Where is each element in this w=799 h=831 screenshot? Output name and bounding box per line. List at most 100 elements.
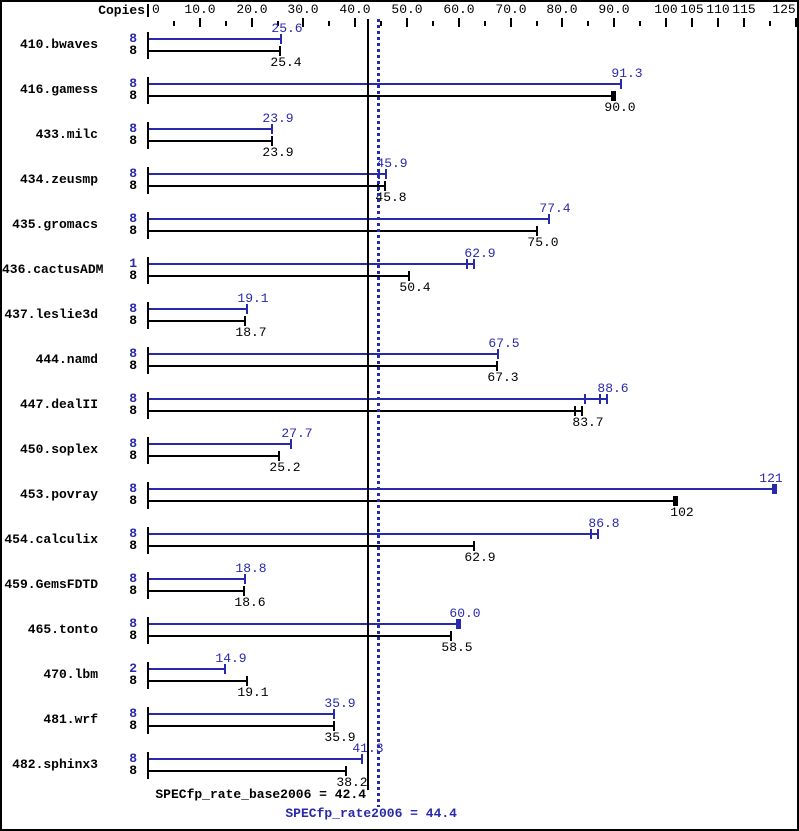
peak-bar-end-tick xyxy=(224,664,226,674)
peak-value-label: 121 xyxy=(759,471,783,486)
peak-summary-label: SPECfp_rate2006 = 44.4 xyxy=(285,806,457,821)
axis-major-tick xyxy=(691,18,693,27)
peak-value-label: 62.9 xyxy=(464,246,496,261)
peak-bar-end-tick xyxy=(246,304,248,314)
base-value-label: 18.7 xyxy=(235,325,267,340)
row-axis-bracket xyxy=(147,77,149,104)
base-copies-label: 8 xyxy=(129,403,137,418)
peak-bar xyxy=(149,758,362,760)
row-axis-bracket xyxy=(147,662,149,689)
peak-value-label: 67.5 xyxy=(488,336,520,351)
axis-minor-tick xyxy=(380,21,382,26)
peak-copies-label: 8 xyxy=(129,436,137,451)
peak-bar-end-tick xyxy=(772,484,777,494)
base-bar-end-tick xyxy=(271,136,273,146)
base-run-tick xyxy=(574,406,576,416)
peak-run-tick xyxy=(590,529,592,539)
peak-copies-label: 8 xyxy=(129,481,137,496)
row-axis-bracket xyxy=(147,752,149,779)
peak-bar xyxy=(149,353,498,355)
benchmark-label: 453.povray xyxy=(19,487,98,502)
axis-tick-label: 30.0 xyxy=(287,2,319,17)
axis-tick-label: 90.0 xyxy=(598,2,630,17)
peak-copies-label: 8 xyxy=(129,391,137,406)
peak-bar-end-tick xyxy=(271,124,273,134)
base-value-label: 58.5 xyxy=(441,640,473,655)
base-bar-end-tick xyxy=(450,631,452,641)
base-copies-label: 8 xyxy=(129,268,137,283)
axis-tick-label: 115 xyxy=(732,2,756,17)
base-copies-label: 8 xyxy=(129,583,137,598)
peak-bar-end-tick xyxy=(620,79,622,89)
base-bar xyxy=(149,590,244,592)
benchmark-label: 416.gamess xyxy=(19,82,98,97)
peak-copies-label: 8 xyxy=(129,301,137,316)
axis-major-tick xyxy=(302,18,304,27)
peak-bar xyxy=(149,128,272,130)
peak-copies-label: 8 xyxy=(129,211,137,226)
row-axis-bracket xyxy=(147,212,149,239)
peak-copies-label: 8 xyxy=(129,346,137,361)
peak-run-tick xyxy=(584,394,586,404)
benchmark-label: 450.soplex xyxy=(19,442,98,457)
benchmark-label: 444.namd xyxy=(35,352,98,367)
copies-column-header: Copies xyxy=(98,3,145,18)
peak-copies-label: 8 xyxy=(129,166,137,181)
axis-minor-tick xyxy=(536,21,538,26)
base-bar-end-tick xyxy=(384,181,386,191)
peak-copies-label: 2 xyxy=(129,661,137,676)
row-axis-bracket xyxy=(147,302,149,329)
base-copies-label: 8 xyxy=(129,223,137,238)
base-bar-end-tick xyxy=(278,451,280,461)
peak-value-label: 27.7 xyxy=(281,426,313,441)
base-bar-end-tick xyxy=(581,406,583,416)
peak-copies-label: 8 xyxy=(129,76,137,91)
peak-copies-label: 8 xyxy=(129,751,137,766)
peak-value-label: 45.9 xyxy=(376,156,408,171)
peak-copies-label: 8 xyxy=(129,121,137,136)
base-value-label: 19.1 xyxy=(237,685,269,700)
base-bar-end-tick xyxy=(673,496,678,506)
peak-bar xyxy=(149,218,549,220)
peak-bar-end-tick xyxy=(290,439,292,449)
axis-major-tick xyxy=(251,18,253,27)
peak-value-label: 88.6 xyxy=(597,381,629,396)
axis-major-tick xyxy=(354,18,356,27)
base-copies-label: 8 xyxy=(129,358,137,373)
axis-major-tick xyxy=(406,18,408,27)
base-copies-label: 8 xyxy=(129,178,137,193)
base-value-label: 62.9 xyxy=(464,550,496,565)
peak-bar-end-tick xyxy=(333,709,335,719)
base-bar xyxy=(149,140,272,142)
base-bar xyxy=(149,500,676,502)
base-summary-label: SPECfp_rate_base2006 = 42.4 xyxy=(155,787,366,802)
benchmark-label: 454.calculix xyxy=(4,532,98,547)
peak-bar-end-tick xyxy=(473,259,475,269)
axis-minor-tick xyxy=(639,21,641,26)
peak-value-label: 19.1 xyxy=(237,291,269,306)
axis-major-tick xyxy=(665,18,667,27)
base-value-label: 83.7 xyxy=(572,415,604,430)
base-value-label: 23.9 xyxy=(262,145,294,160)
base-bar xyxy=(149,545,474,547)
row-axis-bracket xyxy=(147,392,149,419)
benchmark-label: 447.dealII xyxy=(19,397,98,412)
base-copies-label: 8 xyxy=(129,88,137,103)
base-bar-end-tick xyxy=(408,271,410,281)
peak-bar-end-tick xyxy=(244,574,246,584)
axis-minor-tick xyxy=(173,21,175,26)
base-bar-end-tick xyxy=(279,46,281,56)
peak-bar xyxy=(149,713,334,715)
peak-bar-end-tick xyxy=(597,529,599,539)
base-copies-label: 8 xyxy=(129,538,137,553)
benchmark-label: 435.gromacs xyxy=(12,217,98,232)
row-axis-bracket xyxy=(147,482,149,509)
base-bar xyxy=(149,365,497,367)
peak-bar xyxy=(149,38,281,40)
base-bar-end-tick xyxy=(243,586,245,596)
peak-bar xyxy=(149,533,598,535)
axis-tick-label: 80.0 xyxy=(546,2,578,17)
axis-tick-label: 110 xyxy=(706,2,730,17)
benchmark-label: 437.leslie3d xyxy=(4,307,98,322)
